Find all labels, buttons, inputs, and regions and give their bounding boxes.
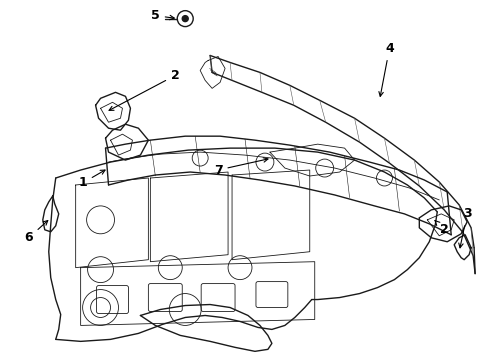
Circle shape [182,15,188,22]
Text: 2: 2 [109,69,180,111]
Text: 1: 1 [78,170,105,189]
Text: 6: 6 [24,221,48,244]
Text: 5: 5 [151,9,174,22]
Text: 3: 3 [459,207,471,248]
Text: 2: 2 [435,220,449,236]
Text: 4: 4 [379,42,394,96]
Text: 7: 7 [214,158,268,176]
